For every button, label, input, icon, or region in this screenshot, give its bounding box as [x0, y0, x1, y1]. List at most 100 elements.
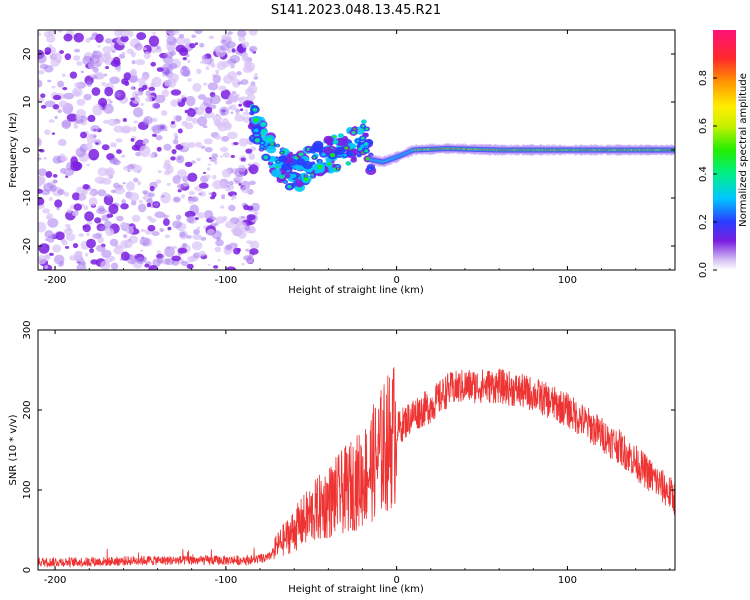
noise-blob: [237, 248, 241, 252]
noise-blob: [196, 212, 206, 219]
noise-blob: [191, 196, 199, 202]
signal-blob: [311, 142, 323, 152]
noise-blob: [134, 42, 143, 51]
noise-blob: [154, 211, 166, 219]
noise-blob: [203, 111, 215, 119]
noise-blob: [107, 118, 118, 127]
noise-blob: [238, 137, 248, 147]
noise-blob: [136, 180, 142, 186]
noise-blob: [220, 89, 231, 100]
noise-blob: [180, 95, 186, 99]
noise-blob: [120, 154, 126, 158]
signal-core: [358, 148, 362, 151]
signal-core: [339, 134, 343, 137]
noise-blob: [198, 250, 206, 257]
noise-blob: [48, 119, 55, 123]
noise-blob: [239, 108, 244, 112]
noise-blob: [176, 98, 182, 103]
noise-blob: [147, 224, 156, 232]
noise-blob: [203, 82, 208, 86]
signal-core: [346, 162, 350, 165]
noise-blob: [78, 233, 85, 237]
noise-blob: [250, 202, 260, 212]
colorbar-gradient: [713, 30, 736, 270]
noise-blob: [198, 192, 203, 196]
noise-blob: [59, 50, 65, 54]
noise-blob: [245, 248, 250, 252]
noise-blob: [136, 256, 146, 265]
noise-blob: [205, 106, 213, 114]
noise-blob: [196, 68, 202, 75]
noise-blob: [215, 69, 220, 74]
noise-blob: [212, 74, 221, 84]
noise-blob: [195, 30, 201, 33]
noise-blob: [109, 76, 120, 84]
noise-blob: [46, 213, 53, 221]
noise-blob: [156, 45, 161, 50]
noise-blob: [83, 93, 92, 101]
noise-blob: [120, 240, 129, 249]
signal-core: [336, 167, 340, 170]
noise-blob: [163, 143, 172, 151]
noise-blob: [173, 132, 178, 136]
noise-blob: [151, 102, 160, 109]
noise-blob: [73, 55, 81, 61]
noise-blob: [53, 179, 58, 184]
noise-blob: [52, 52, 63, 63]
noise-blob: [40, 104, 47, 109]
noise-blob: [192, 82, 202, 92]
noise-blob: [225, 266, 237, 270]
y-tick-label: -20: [22, 238, 33, 254]
noise-blob: [174, 135, 179, 140]
noise-blob: [166, 182, 171, 186]
noise-blob: [78, 193, 86, 201]
noise-blob: [187, 59, 191, 64]
noise-blob: [57, 109, 62, 114]
noise-blob: [248, 164, 259, 175]
signal-blob: [334, 146, 346, 156]
noise-blob: [206, 167, 211, 171]
noise-blob: [130, 87, 135, 90]
noise-blob: [63, 227, 73, 236]
noise-blob: [90, 125, 101, 133]
noise-blob: [63, 33, 73, 42]
noise-blob: [200, 236, 207, 241]
noise-blob: [130, 138, 135, 142]
noise-blob: [186, 115, 193, 122]
noise-blob: [221, 196, 226, 200]
signal-core: [254, 138, 261, 143]
noise-blob: [207, 163, 212, 166]
noise-blob: [166, 36, 177, 46]
noise-blob: [88, 191, 95, 196]
noise-blob: [205, 174, 211, 180]
noise-blob: [58, 260, 65, 267]
noise-blob: [133, 107, 144, 118]
noise-blob: [148, 264, 159, 270]
spectrogram-y-ticks: -20 -10 0 10 20: [22, 48, 675, 254]
noise-blob: [213, 265, 219, 269]
noise-blob: [74, 82, 82, 88]
noise-blob: [253, 76, 259, 80]
noise-blob: [120, 35, 129, 43]
chart-title: S141.2023.048.13.45.R21: [271, 3, 441, 18]
noise-blob: [52, 173, 58, 178]
noise-blob: [80, 131, 88, 139]
noise-blob: [148, 35, 160, 47]
noise-blob: [116, 149, 122, 154]
noise-blob: [112, 56, 121, 65]
signal-core: [362, 120, 366, 123]
noise-blob: [61, 120, 71, 129]
noise-blob: [212, 180, 223, 190]
noise-blob: [104, 257, 113, 263]
noise-blob: [184, 210, 196, 218]
noise-blob: [87, 114, 96, 123]
noise-blob: [71, 211, 78, 217]
noise-blob: [106, 213, 114, 218]
noise-blob: [113, 246, 124, 255]
noise-blob: [95, 142, 99, 145]
noise-blob: [152, 31, 156, 35]
noise-blob: [218, 85, 227, 92]
signal-core: [361, 124, 365, 128]
